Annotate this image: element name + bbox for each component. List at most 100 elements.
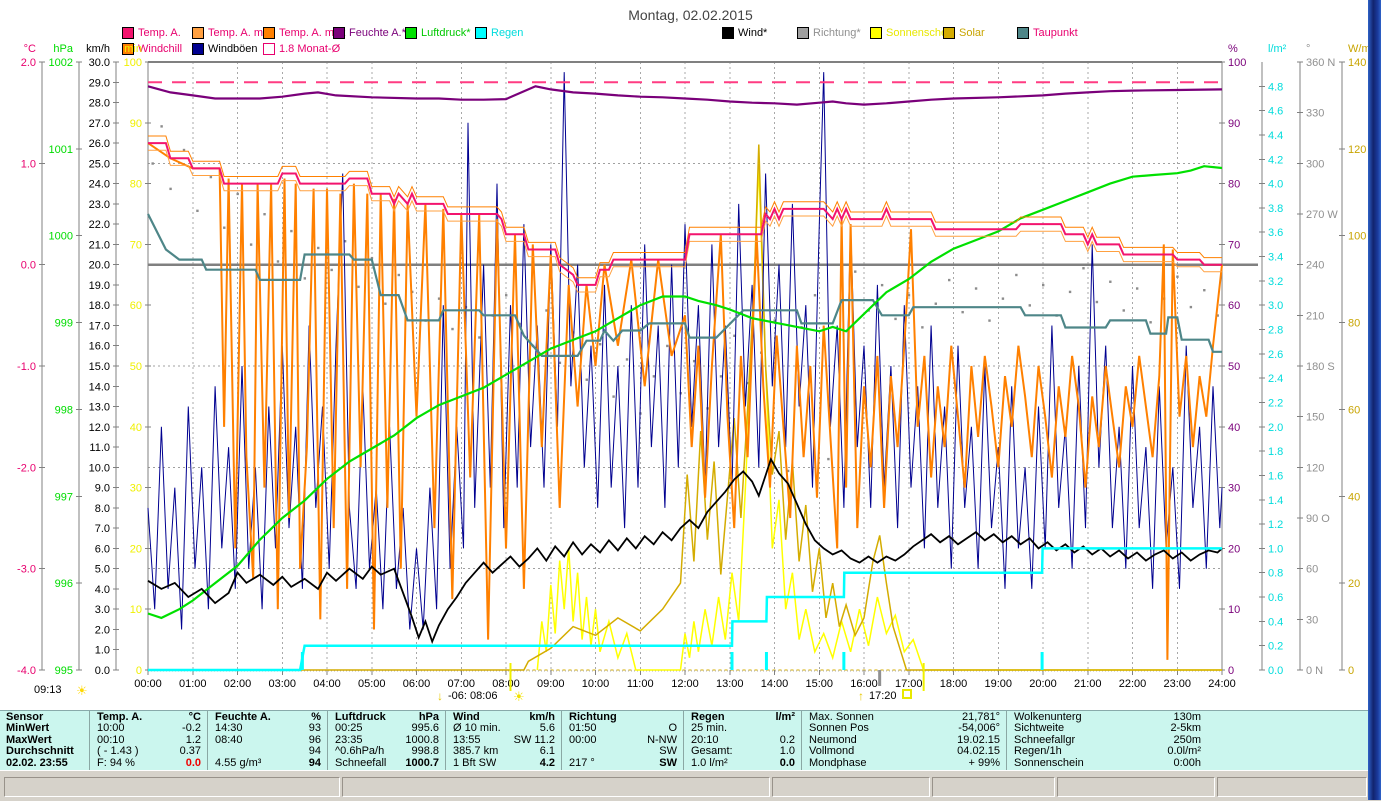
axis-unit-pct: % — [1228, 43, 1238, 55]
table-info-row: Regen/1h 0.0l/m² — [1014, 745, 1201, 758]
legend-item-temp-a-max[interactable]: Temp. A. max — [263, 27, 346, 39]
table-column-header: Temp. A. °C — [97, 711, 201, 723]
axis-tick-label-lm2: 4.2 — [1268, 154, 1283, 166]
legend-swatch — [870, 27, 882, 39]
table-cell-row: Schneefall 1000.7 — [335, 756, 439, 769]
table-column-luftdruck: Luftdruck hPa 00:25 995.6 23:35 1000.8 ^0.6hPa… — [328, 711, 446, 770]
x-axis-label: 07:00 — [447, 678, 475, 690]
x-axis-label: 12:00 — [671, 678, 699, 690]
x-axis-label: 23:00 — [1163, 678, 1191, 690]
table-cell-row: 00:00 N-NW — [569, 733, 677, 746]
table-column-header: Feuchte A.% — [215, 711, 321, 723]
axis-tick-label-wm2: 80 — [1348, 318, 1360, 330]
legend-item-solar[interactable]: Solar — [943, 27, 985, 39]
table-cell-row: 00:10 1.2 — [97, 733, 201, 746]
axis-temp_c — [39, 61, 45, 671]
legend-item-luftdruck-[interactable]: Luftdruck* — [405, 27, 471, 39]
x-axis-label: 00:00 — [134, 678, 162, 690]
axis-tick-label-deg: 120 — [1306, 462, 1324, 474]
legend-label: Richtung* — [813, 27, 861, 39]
table-column-richtung: Richtung 01:50 O 00:00 N-NW SW 217 ° SW — [562, 711, 684, 770]
legend-item-1-8-monat-[interactable]: 1.8 Monat-Ø — [263, 43, 340, 55]
axis-tick-label-temp_c: -2.0 — [17, 462, 36, 474]
series-solar — [148, 144, 1222, 671]
sunrise-sun-icon: ☀ — [513, 689, 525, 704]
axis-tick-label-min: 100 — [124, 57, 142, 69]
axis-tick-label-kmh: 16.0 — [89, 341, 110, 353]
table-info-column-0: Max. Sonnen 21,781° Sonnen Pos -54,006° Neum… — [802, 711, 1007, 770]
axis-pct — [1219, 61, 1225, 671]
legend-item-windchill[interactable]: Windchill — [122, 43, 182, 55]
axis-tick-label-temp_c: 2.0 — [21, 57, 36, 69]
x-axis-label: 08:00 — [492, 678, 520, 690]
legend-item-temp-a-[interactable]: Temp. A. — [122, 27, 181, 39]
axis-tick-label-deg: 0 N — [1306, 665, 1323, 677]
legend-swatch — [263, 43, 275, 55]
axis-tick-label-deg: 240 — [1306, 260, 1324, 272]
axis-tick-label-temp_c: -1.0 — [17, 361, 36, 373]
axis-tick-label-kmh: 12.0 — [89, 422, 110, 434]
legend-swatch — [333, 27, 345, 39]
axis-min — [145, 61, 151, 671]
sunrise-arrow-icon: ↓ — [437, 689, 443, 703]
table-column-header: Luftdruck hPa — [335, 711, 439, 723]
table-info-row: Sichtweite 2-5km — [1014, 722, 1201, 735]
axis-tick-label-min: 10 — [130, 604, 142, 616]
legend-label: Temp. A. min — [208, 27, 272, 39]
legend-item-sonnenschein[interactable]: Sonnenschein — [870, 27, 956, 39]
statusbar-pane-1 — [342, 777, 770, 797]
axis-tick-label-kmh: 19.0 — [89, 280, 110, 292]
x-axis-label: 24:00 — [1208, 678, 1236, 690]
axis-tick-label-lm2: 2.4 — [1268, 373, 1283, 385]
table-info-row: Vollmond 04.02.15 — [809, 745, 1000, 758]
x-axis-label: 19:00 — [984, 678, 1012, 690]
axis-tick-label-pct: 100 — [1228, 57, 1246, 69]
table-cell-row: Ø 10 min. 5.6 — [453, 722, 555, 735]
axis-tick-label-lm2: 4.4 — [1268, 130, 1283, 142]
table-info-row: Sonnen Pos -54,006° — [809, 722, 1000, 735]
axis-tick-label-lm2: 3.4 — [1268, 252, 1283, 264]
legend-item-wind-[interactable]: Wind* — [722, 27, 767, 39]
legend-item-feuchte-a-[interactable]: Feuchte A.* — [333, 27, 406, 39]
sunset-arrow-icon: ↑ — [858, 689, 864, 703]
axis-tick-label-lm2: 3.6 — [1268, 227, 1283, 239]
axis-tick-label-temp_c: 0.0 — [21, 260, 36, 272]
table-cell-row: 14:30 93 — [215, 722, 321, 735]
series-taupunkt — [147, 213, 1222, 357]
legend-label: Temp. A. max — [279, 27, 346, 39]
table-cell-row: 20:10 0.2 — [691, 733, 795, 746]
statusbar-pane-5 — [1217, 777, 1367, 797]
legend-item-regen[interactable]: Regen — [475, 27, 523, 39]
legend-item-windb-en[interactable]: Windböen — [192, 43, 258, 55]
axis-tick-label-kmh: 1.0 — [95, 645, 110, 657]
axis-tick-label-lm2: 2.0 — [1268, 422, 1283, 434]
series-feuchte — [147, 85, 1223, 106]
axis-unit-deg: ° — [1306, 43, 1310, 55]
legend-item-taupunkt[interactable]: Taupunkt — [1017, 27, 1078, 39]
legend-swatch — [943, 27, 955, 39]
x-axis-label: 14:00 — [761, 678, 789, 690]
chart-legend: Temp. A. Temp. A. min Temp. A. max Feuchte … — [0, 0, 1381, 60]
legend-item-temp-a-min[interactable]: Temp. A. min — [192, 27, 272, 39]
legend-item-richtung-[interactable]: Richtung* — [797, 27, 861, 39]
window-border — [1368, 0, 1381, 800]
axis-tick-label-min: 40 — [130, 422, 142, 434]
x-axis-label: 06:00 — [403, 678, 431, 690]
table-cell-row: 25 min. — [691, 723, 728, 735]
axis-tick-label-deg: 210 — [1306, 310, 1324, 322]
axis-tick-label-pct: 60 — [1228, 300, 1240, 312]
axis-tick-label-min: 80 — [130, 179, 142, 191]
table-cell-row: 94 — [308, 745, 321, 758]
table-row-labels-column: Sensor MinWert MaxWert Durchschnitt 02.02. 2… — [0, 711, 90, 770]
legend-label: Windböen — [208, 43, 258, 55]
series-temp — [148, 142, 1222, 286]
legend-label: Taupunkt — [1033, 27, 1078, 39]
x-axis-label: 21:00 — [1074, 678, 1102, 690]
legend-swatch — [192, 43, 204, 55]
table-column-temp-a-: Temp. A. °C 10:00 -0.2 00:10 1.2( - 1.43 ) 0.3… — [90, 711, 208, 770]
axis-tick-label-wm2: 100 — [1348, 231, 1366, 243]
axis-tick-label-lm2: 1.8 — [1268, 446, 1283, 458]
weather-chart[interactable]: -4.0 -3.0 -2.0 -1.0 0.0 1.0 2.0 °C 995 996 997 998 9… — [0, 0, 1381, 710]
axis-tick-label-kmh: 2.0 — [95, 624, 110, 636]
axis-unit-kmh: km/h — [86, 43, 110, 55]
